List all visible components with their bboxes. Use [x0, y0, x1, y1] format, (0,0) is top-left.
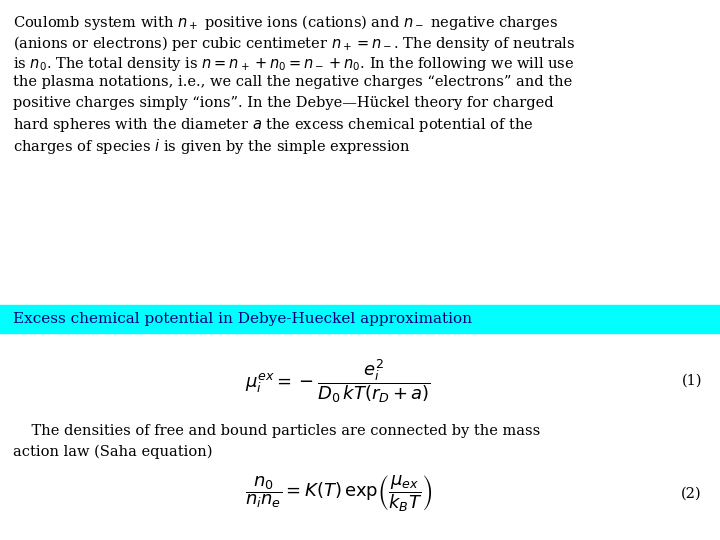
Text: Excess chemical potential in Debye-Hueckel approximation: Excess chemical potential in Debye-Hueck… — [13, 312, 472, 326]
Text: the plasma notations, i.e., we call the negative charges “electrons” and the: the plasma notations, i.e., we call the … — [13, 75, 572, 89]
Text: hard spheres with the diameter $a$ the excess chemical potential of the: hard spheres with the diameter $a$ the e… — [13, 116, 534, 134]
Text: action law (Saha equation): action law (Saha equation) — [13, 444, 212, 459]
Text: positive charges simply “ions”. In the Debye—Hückel theory for charged: positive charges simply “ions”. In the D… — [13, 96, 554, 110]
Text: Coulomb system with $n_+$ positive ions (cations) and $n_-$ negative charges: Coulomb system with $n_+$ positive ions … — [13, 14, 559, 32]
Text: $\dfrac{n_0}{n_i n_e} = K(T)\,\exp\!\left(\dfrac{\mu_{ex}}{k_B T}\right)$: $\dfrac{n_0}{n_i n_e} = K(T)\,\exp\!\lef… — [245, 474, 432, 515]
Text: The densities of free and bound particles are connected by the mass: The densities of free and bound particle… — [13, 424, 540, 438]
Text: is $n_0$. The total density is $n = n_+ + n_0 = n_- + n_0$. In the following we : is $n_0$. The total density is $n = n_+ … — [13, 55, 575, 72]
FancyBboxPatch shape — [0, 305, 720, 333]
Text: charges of species $i$ is given by the simple expression: charges of species $i$ is given by the s… — [13, 137, 411, 156]
Text: (1): (1) — [682, 374, 702, 388]
Text: $\mu_i^{ex} = -\dfrac{e_i^2}{D_0\,kT(r_D + a)}$: $\mu_i^{ex} = -\dfrac{e_i^2}{D_0\,kT(r_D… — [246, 357, 431, 404]
Text: (2): (2) — [681, 487, 702, 501]
Text: (anions or electrons) per cubic centimeter $n_+ = n_-$. The density of neutrals: (anions or electrons) per cubic centimet… — [13, 34, 575, 53]
